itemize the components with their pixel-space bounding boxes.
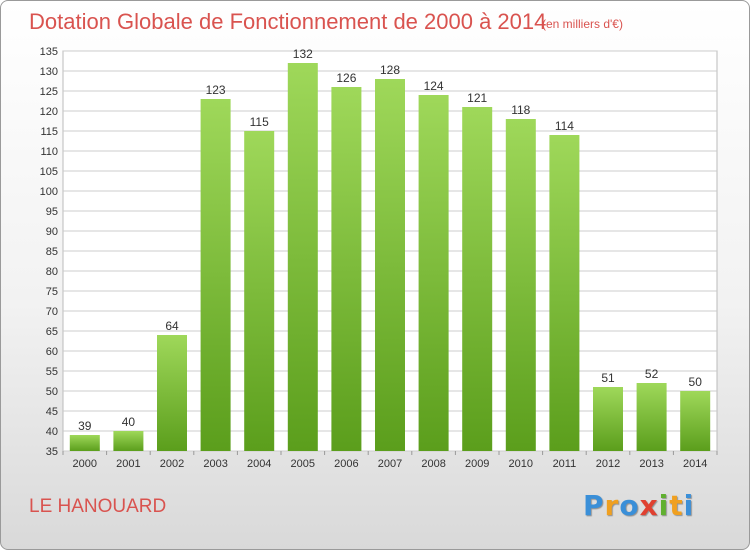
data-label: 40 (122, 415, 136, 429)
data-label: 64 (165, 319, 179, 333)
y-tick-label: 45 (46, 406, 58, 418)
data-label: 121 (467, 91, 487, 105)
x-tick-label: 2006 (334, 458, 358, 470)
y-tick-label: 85 (46, 246, 58, 258)
y-tick-label: 115 (40, 126, 58, 138)
x-tick-label: 2003 (203, 458, 227, 470)
y-tick-label: 95 (46, 206, 58, 218)
y-tick-label: 60 (46, 346, 58, 358)
y-tick-label: 105 (40, 166, 58, 178)
bar (200, 99, 231, 451)
data-label: 51 (601, 371, 615, 385)
x-tick-label: 2014 (683, 458, 707, 470)
proxiti-logo: Proxiti (583, 489, 695, 522)
x-tick-label: 2011 (553, 458, 577, 470)
x-tick-label: 2002 (160, 458, 184, 470)
y-tick-label: 75 (46, 286, 58, 298)
bar (69, 435, 100, 451)
bar (680, 391, 711, 451)
y-tick-label: 65 (46, 326, 58, 338)
data-label: 132 (293, 47, 313, 61)
data-label: 123 (206, 83, 226, 97)
data-label: 118 (511, 103, 530, 117)
bar (462, 107, 493, 451)
bar (375, 79, 405, 451)
y-tick-label: 80 (46, 266, 58, 278)
y-tick-label: 100 (40, 186, 58, 198)
y-tick-label: 110 (40, 146, 58, 158)
x-tick-label: 2013 (639, 458, 663, 470)
data-label: 115 (250, 115, 269, 129)
x-tick-label: 2000 (73, 458, 97, 470)
chart-title: Dotation Globale de Fonctionnement de 20… (29, 9, 547, 34)
chart-subtitle: (en milliers d'€) (542, 17, 623, 31)
bar (331, 87, 362, 451)
x-tick-label: 2008 (421, 458, 445, 470)
y-tick-label: 130 (40, 66, 58, 78)
y-tick-label: 55 (46, 366, 58, 378)
data-label: 50 (689, 375, 703, 389)
data-label: 126 (336, 71, 356, 85)
data-label: 52 (645, 367, 659, 381)
x-tick-label: 2001 (116, 458, 140, 470)
x-tick-label: 2007 (378, 458, 402, 470)
x-tick-label: 2004 (247, 458, 271, 470)
bar (244, 131, 275, 451)
commune-name: LE HANOUARD (29, 496, 167, 517)
y-tick-label: 35 (46, 446, 58, 458)
bar (157, 335, 187, 451)
y-tick-label: 135 (40, 46, 58, 58)
y-tick-label: 125 (40, 86, 58, 98)
y-tick-label: 50 (46, 386, 58, 398)
x-tick-label: 2009 (465, 458, 489, 470)
x-tick-label: 2010 (509, 458, 533, 470)
bar (505, 119, 536, 451)
data-label: 124 (424, 79, 444, 93)
y-tick-label: 70 (46, 306, 58, 318)
x-tick-label: 2005 (291, 458, 315, 470)
x-tick-label: 2012 (596, 458, 620, 470)
bar (593, 387, 623, 451)
data-label: 114 (555, 119, 574, 133)
data-label: 39 (78, 419, 92, 433)
bar (549, 135, 580, 451)
data-label: 128 (380, 63, 400, 77)
bar (287, 63, 318, 451)
bar (113, 431, 144, 451)
bar (418, 95, 449, 451)
y-tick-label: 120 (40, 106, 58, 118)
y-tick-label: 90 (46, 226, 58, 238)
y-tick-label: 40 (46, 426, 58, 438)
bar (636, 383, 667, 451)
